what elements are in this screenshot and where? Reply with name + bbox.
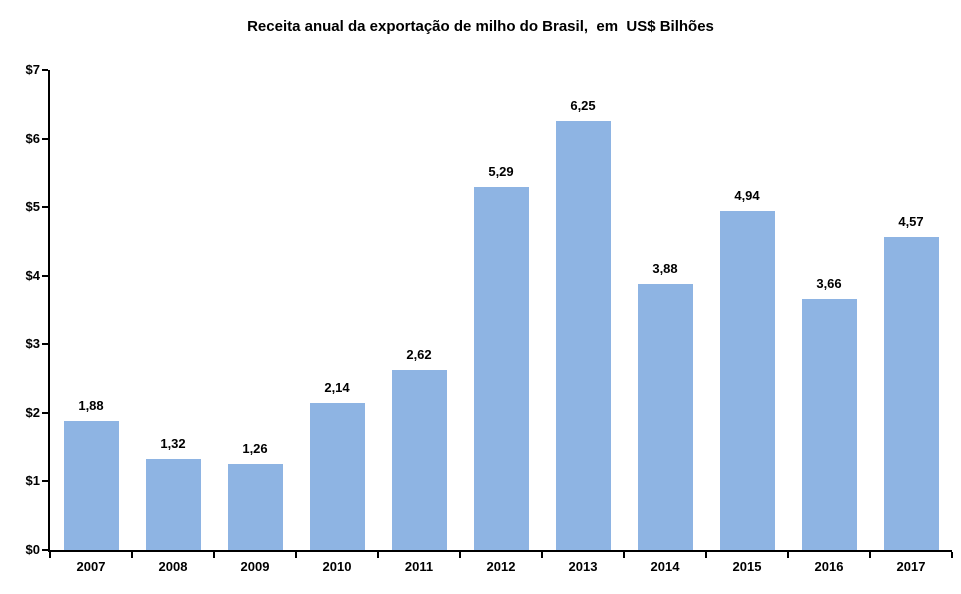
y-tick-mark [42, 274, 48, 277]
x-tick-mark [705, 552, 707, 558]
x-tick-mark [787, 552, 789, 558]
x-tick-label-2012: 2012 [486, 559, 516, 574]
bar-value-label-2015: 4,94 [734, 188, 760, 204]
y-tick-mark [42, 343, 48, 346]
bar-2014 [637, 283, 693, 550]
bar-value-label-2011: 2,62 [406, 347, 432, 363]
bar-2010 [309, 403, 365, 550]
bar-value-label-2007: 1,88 [78, 398, 104, 414]
x-tick-mark [541, 552, 543, 558]
y-tick-mark [42, 206, 48, 209]
bar-2012 [473, 187, 529, 550]
bar-2009 [227, 463, 283, 550]
bar-2011 [391, 370, 447, 550]
y-tick-label: $6 [25, 130, 40, 146]
bar-2013 [555, 121, 611, 550]
x-tick-mark [49, 552, 51, 558]
y-tick-label: $5 [25, 199, 40, 215]
y-tick-label: $7 [25, 62, 40, 77]
bar-2015 [719, 211, 775, 550]
x-tick-label-2009: 2009 [240, 559, 270, 574]
x-tick-mark [377, 552, 379, 558]
x-tick-label-2016: 2016 [814, 559, 844, 574]
bar-value-label-2009: 1,26 [242, 440, 268, 456]
bar-value-label-2017: 4,57 [898, 213, 924, 229]
bar-value-label-2010: 2,14 [324, 380, 350, 396]
x-tick-mark [295, 552, 297, 558]
x-tick-mark [459, 552, 461, 558]
y-tick-label: $3 [25, 336, 40, 352]
bar-value-label-2008: 1,32 [160, 436, 186, 452]
y-tick-mark [42, 69, 48, 71]
bar-2016 [801, 299, 857, 550]
x-tick-label-2015: 2015 [732, 559, 762, 574]
bar-value-label-2013: 6,25 [570, 98, 596, 114]
x-tick-mark [131, 552, 133, 558]
y-tick-mark [42, 137, 48, 140]
x-tick-mark [623, 552, 625, 558]
x-tick-label-2014: 2014 [650, 559, 680, 574]
y-tick-mark [42, 411, 48, 414]
chart-title: Receita anual da exportação de milho do … [247, 18, 714, 35]
x-tick-mark [869, 552, 871, 558]
x-tick-label-2017: 2017 [896, 559, 926, 574]
y-tick-mark [42, 549, 48, 551]
y-tick-label: $2 [25, 404, 40, 420]
y-tick-label: $4 [25, 267, 40, 283]
y-tick-mark [42, 480, 48, 483]
x-tick-label-2013: 2013 [568, 559, 598, 574]
x-tick-mark [213, 552, 215, 558]
bar-2007 [63, 421, 119, 550]
x-axis-line [48, 550, 952, 552]
bar-2017 [883, 236, 939, 550]
y-tick-label: $0 [25, 542, 40, 557]
y-axis-line [48, 70, 50, 552]
x-tick-label-2007: 2007 [76, 559, 106, 574]
x-tick-mark [951, 552, 953, 558]
bar-value-label-2012: 5,29 [488, 164, 514, 180]
x-tick-label-2008: 2008 [158, 559, 188, 574]
bar-2008 [145, 459, 201, 550]
bar-value-label-2014: 3,88 [652, 260, 678, 276]
x-tick-label-2010: 2010 [322, 559, 352, 574]
x-tick-label-2011: 2011 [404, 559, 434, 574]
bar-value-label-2016: 3,66 [816, 276, 842, 292]
y-tick-label: $1 [25, 473, 40, 489]
